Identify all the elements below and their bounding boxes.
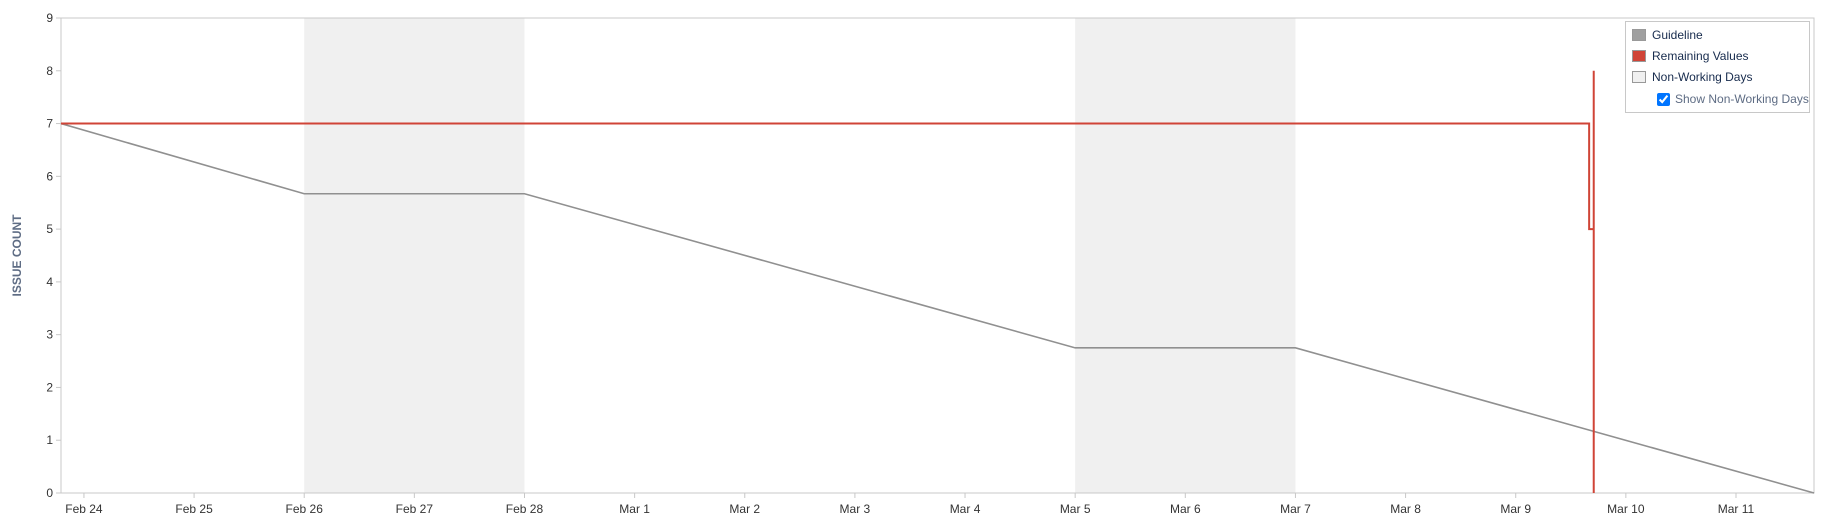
legend-item-remaining-values[interactable]: Remaining Values [1632,48,1749,64]
x-tick-label: Mar 6 [1170,502,1201,516]
non-working-day-band [1075,18,1296,493]
non-working-day-band [304,18,525,493]
x-tick-label: Mar 3 [840,502,871,516]
guideline-swatch [1632,29,1646,41]
x-axis: Feb 24 Feb 25 Feb 26 Feb 27 Feb 28 Mar 1 Mar 2… [65,493,1755,516]
remaining-values-swatch [1632,50,1646,62]
show-non-working-days-label: Show Non-Working Days [1675,92,1809,106]
x-tick-label: Mar 9 [1500,502,1531,516]
plot-area [60,17,1815,494]
legend-item-non-working-days: Non-Working Days [1632,69,1752,85]
remaining-values-line [61,70,1595,493]
show-non-working-days-toggle[interactable]: Show Non-Working Days [1657,92,1809,106]
y-tick-label: 5 [46,222,53,236]
x-tick-label: Feb 27 [396,502,434,516]
x-tick-label: Mar 4 [950,502,981,516]
x-tick-label: Feb 24 [65,502,103,516]
x-tick-label: Feb 26 [286,502,324,516]
legend-label: Non-Working Days [1652,70,1753,84]
legend-label: Guideline [1652,28,1703,42]
x-tick-label: Mar 1 [619,502,650,516]
show-non-working-days-checkbox[interactable] [1657,92,1670,106]
y-tick-label: 4 [46,275,53,289]
y-axis: 0 1 2 3 4 5 6 7 8 9 [46,11,61,500]
y-tick-label: 2 [46,380,53,394]
y-tick-label: 3 [46,328,53,342]
x-tick-label: Mar 10 [1607,502,1645,516]
guideline-line [60,122,1815,494]
legend: Guideline Remaining Values Non-Working D… [1625,21,1810,113]
non-working-days-swatch [1632,71,1646,83]
y-tick-label: 6 [46,169,53,183]
y-tick-label: 7 [46,117,53,131]
y-tick-label: 1 [46,433,53,447]
x-tick-label: Mar 2 [729,502,760,516]
legend-item-guideline[interactable]: Guideline [1632,27,1703,43]
x-tick-label: Mar 11 [1718,502,1755,516]
x-tick-label: Mar 7 [1280,502,1311,516]
x-tick-label: Mar 5 [1060,502,1091,516]
x-tick-label: Feb 28 [506,502,544,516]
x-tick-label: Feb 25 [175,502,213,516]
non-working-bands [304,18,1296,493]
series-lines [60,70,1815,494]
x-tick-label: Mar 8 [1390,502,1421,516]
legend-label: Remaining Values [1652,49,1749,63]
y-axis-title: ISSUE COUNT [10,214,24,297]
y-tick-label: 8 [46,64,53,78]
y-tick-label: 0 [46,486,53,500]
y-tick-label: 9 [46,11,53,25]
